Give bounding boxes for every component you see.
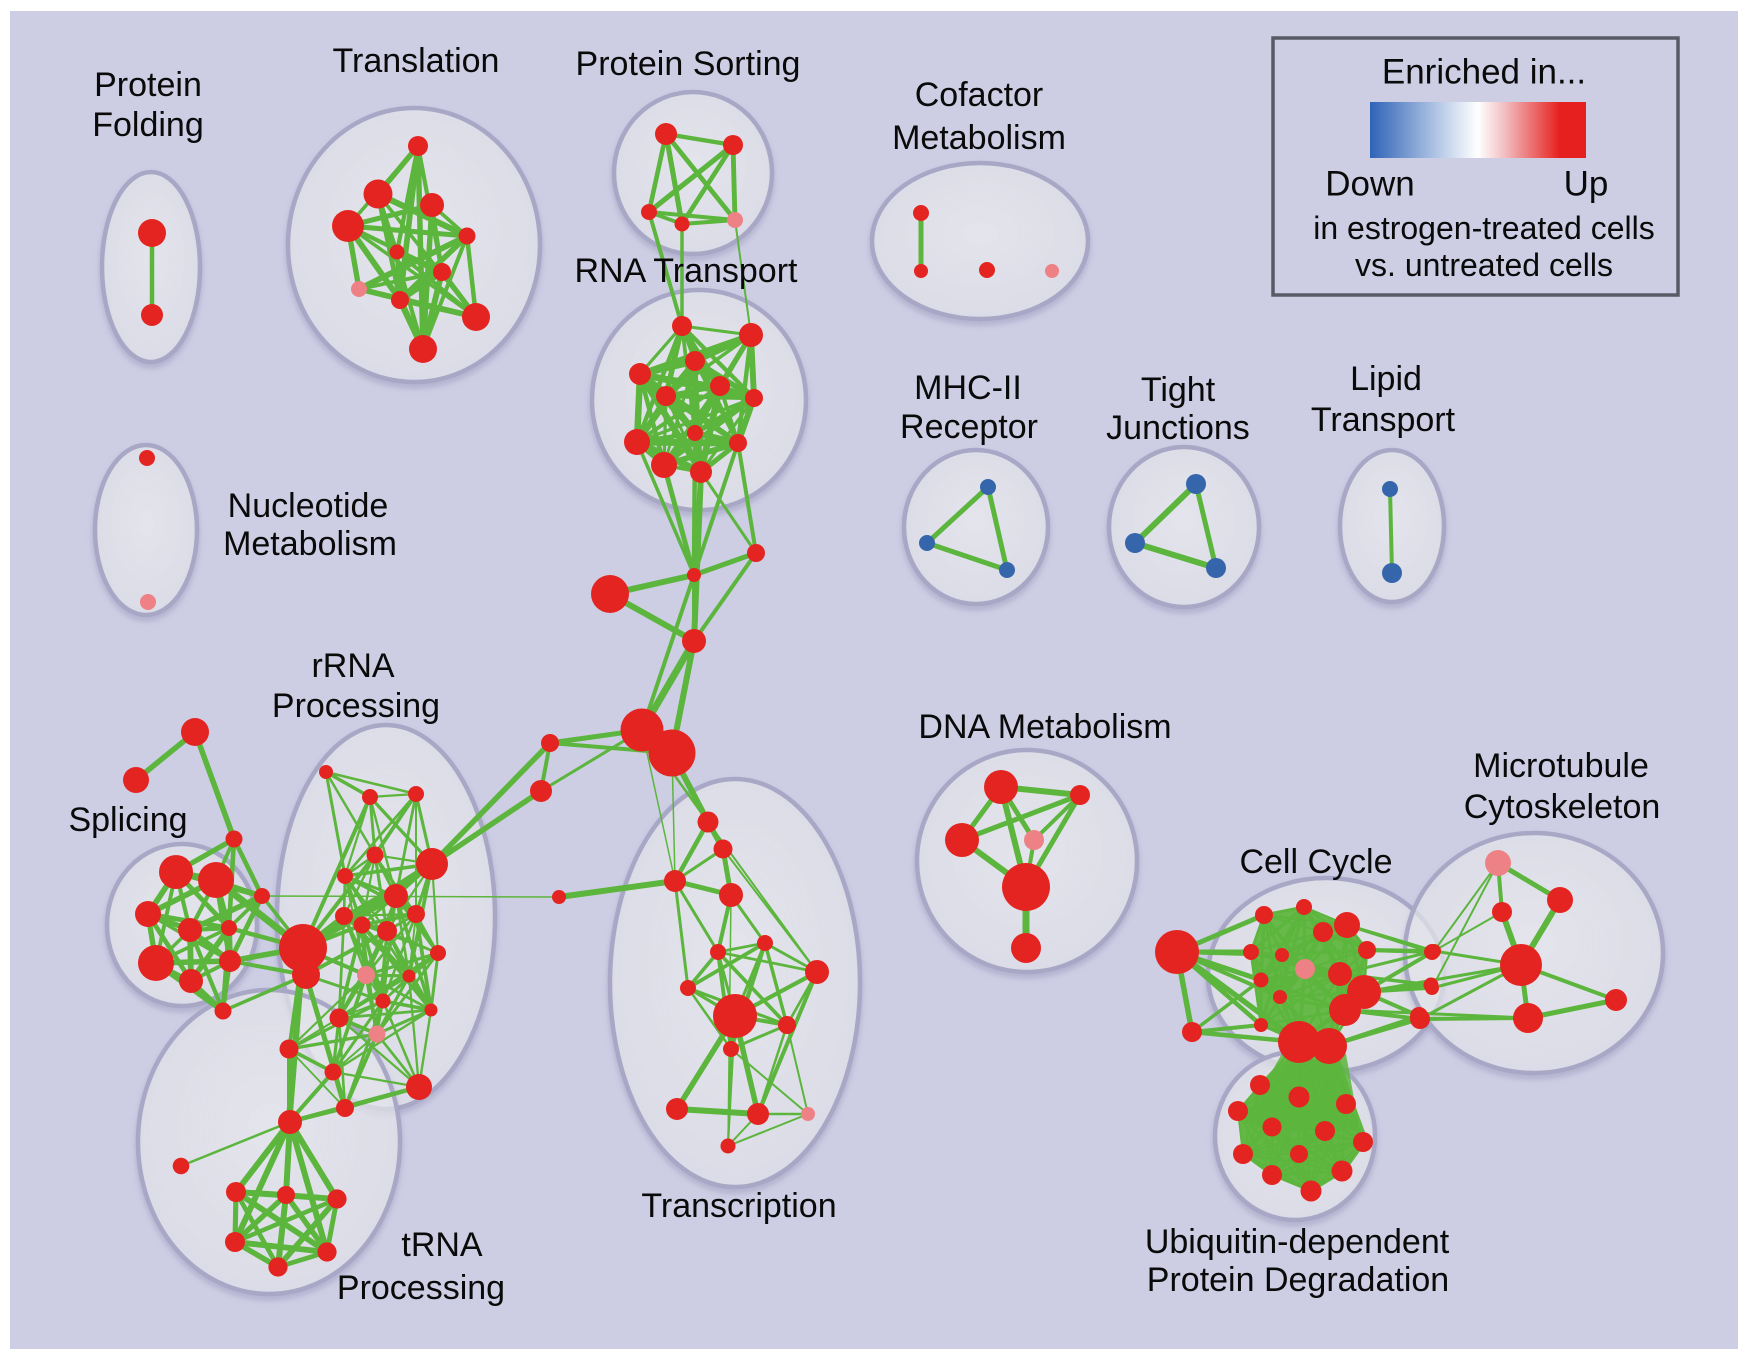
svg-text:in estrogen-treated cells: in estrogen-treated cells: [1313, 210, 1655, 246]
svg-text:Metabolism: Metabolism: [892, 119, 1066, 157]
svg-text:Protein Sorting: Protein Sorting: [576, 45, 801, 83]
svg-text:vs. untreated cells: vs. untreated cells: [1355, 247, 1613, 283]
svg-text:Folding: Folding: [92, 106, 204, 144]
svg-text:Splicing: Splicing: [68, 801, 187, 839]
svg-text:Microtubule: Microtubule: [1473, 747, 1649, 785]
svg-text:RNA Transport: RNA Transport: [575, 252, 799, 290]
svg-text:Up: Up: [1564, 165, 1609, 204]
svg-text:tRNA: tRNA: [401, 1226, 483, 1264]
svg-text:Protein Degradation: Protein Degradation: [1147, 1261, 1449, 1299]
svg-text:Transport: Transport: [1311, 401, 1456, 439]
svg-text:MHC-II: MHC-II: [914, 369, 1022, 407]
svg-text:Processing: Processing: [272, 687, 440, 725]
svg-text:Enriched in...: Enriched in...: [1382, 53, 1586, 92]
svg-text:DNA Metabolism: DNA Metabolism: [918, 708, 1171, 746]
svg-text:Junctions: Junctions: [1106, 409, 1250, 447]
svg-text:Processing: Processing: [337, 1269, 505, 1307]
svg-text:Cell Cycle: Cell Cycle: [1239, 843, 1392, 881]
svg-text:Tight: Tight: [1141, 371, 1216, 409]
svg-text:Lipid: Lipid: [1350, 360, 1422, 398]
svg-text:Ubiquitin-dependent: Ubiquitin-dependent: [1145, 1223, 1450, 1261]
svg-text:Cofactor: Cofactor: [915, 76, 1044, 114]
svg-text:Nucleotide: Nucleotide: [228, 487, 389, 525]
svg-text:Receptor: Receptor: [900, 408, 1038, 446]
svg-text:Cytoskeleton: Cytoskeleton: [1464, 788, 1661, 826]
svg-text:Transcription: Transcription: [641, 1187, 836, 1225]
svg-text:Protein: Protein: [94, 66, 202, 104]
svg-text:Down: Down: [1325, 165, 1414, 204]
svg-text:rRNA: rRNA: [311, 647, 394, 685]
svg-text:Translation: Translation: [333, 42, 500, 80]
svg-text:Metabolism: Metabolism: [223, 525, 397, 563]
